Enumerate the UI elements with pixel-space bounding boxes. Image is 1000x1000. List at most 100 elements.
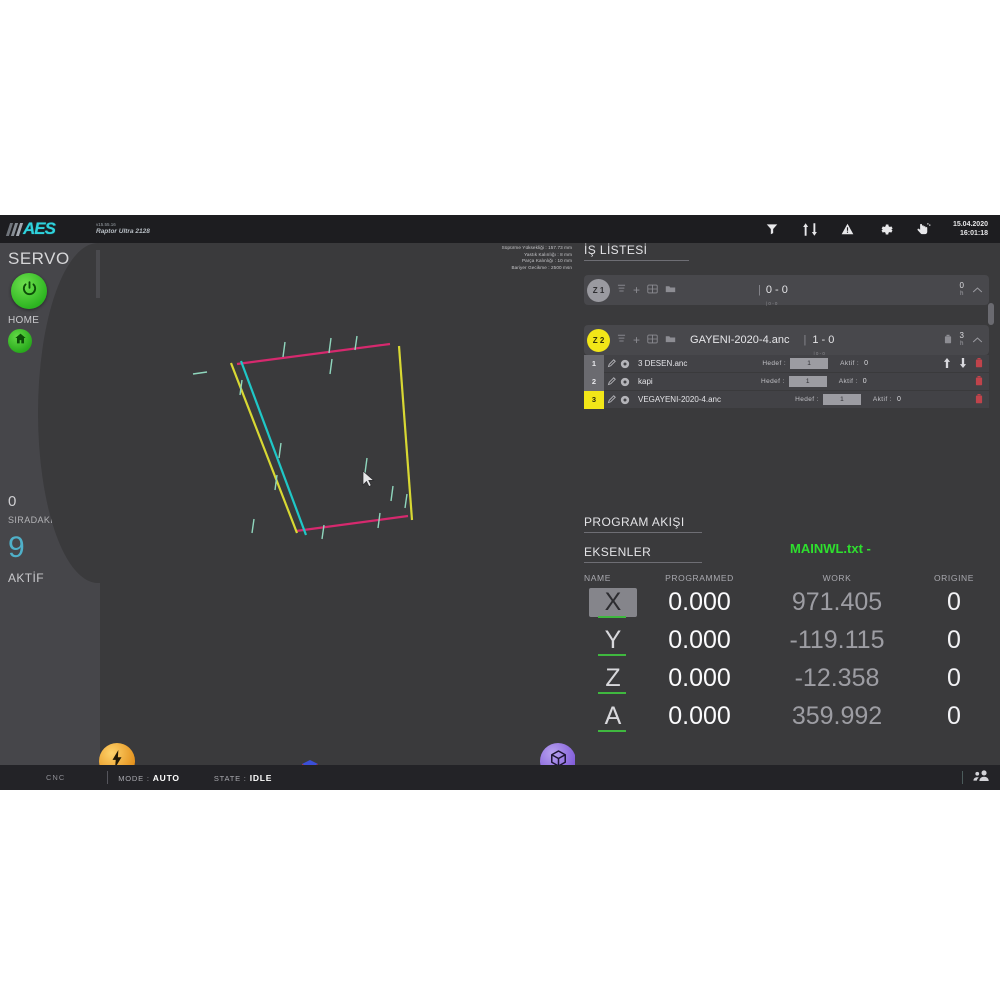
delete-icon[interactable]: [975, 355, 983, 373]
chevron-up-icon[interactable]: [972, 331, 983, 349]
zone-row-z1[interactable]: Z 1 + | 0 - 0 | 0 - 0: [584, 275, 989, 306]
delete-icon[interactable]: [975, 373, 983, 391]
target-icon[interactable]: [618, 395, 632, 405]
axis-z-origine: 0: [947, 663, 961, 692]
sort-icon[interactable]: [617, 281, 626, 299]
axis-z-programmed: 0.000: [668, 663, 731, 692]
info-line-barrier-delay: Bariyer Gecikme : 2500 msn: [511, 264, 572, 270]
axis-row-y[interactable]: Y 0.000 -119.115 0: [575, 621, 1000, 659]
status-mode-label: MODE :: [118, 773, 150, 783]
gear-icon[interactable]: [877, 220, 895, 238]
axis-z-letter: Z: [605, 663, 621, 692]
job-row-hedef-value[interactable]: 1: [790, 358, 829, 369]
zone-z1-count: 0 - 0: [765, 284, 788, 296]
version-info: v15.55.16 Raptor Ultra 2128: [96, 222, 150, 236]
grid-icon[interactable]: [647, 281, 658, 299]
home-label: HOME: [8, 315, 40, 326]
add-icon[interactable]: +: [633, 333, 641, 347]
zone-z2-number: 3: [959, 331, 964, 341]
chevron-up-icon[interactable]: [972, 281, 983, 299]
job-list-scrollbar-thumb[interactable]: [988, 303, 994, 325]
status-mode: MODE : AUTO: [118, 773, 180, 783]
table-row[interactable]: 1 3 DESEN.anc Hedef : 1 Aktif : 0: [584, 354, 989, 373]
add-icon[interactable]: +: [633, 283, 641, 297]
axis-a-status-underline: [598, 729, 626, 732]
user-switch-icon[interactable]: [973, 769, 990, 787]
zone-z1-right: 0 h: [960, 281, 989, 299]
job-row-hedef-value[interactable]: 1: [822, 394, 861, 405]
axes-title-underline: [584, 562, 702, 563]
table-row[interactable]: 3 VEGAYENI-2020-4.anc Hedef : 1 Aktif : …: [584, 390, 989, 409]
status-state: STATE : IDLE: [214, 773, 272, 783]
status-right-divider: [962, 771, 963, 784]
status-bar: CNC MODE : AUTO STATE : IDLE: [0, 765, 1000, 790]
header-date: 15.04.2020: [952, 220, 988, 228]
zone-z1-number-group: 0 h: [960, 281, 964, 297]
axis-row-a[interactable]: A 0.000 359.992 0: [575, 697, 1000, 735]
job-item-rows: 1 3 DESEN.anc Hedef : 1 Aktif : 0: [584, 354, 989, 409]
trash-icon[interactable]: [944, 331, 952, 349]
axis-x-status-underline: [598, 615, 626, 618]
axis-z-name-cell[interactable]: Z: [584, 663, 642, 694]
axis-a-name-cell[interactable]: A: [584, 702, 642, 732]
hand-pointer-icon[interactable]: [915, 220, 933, 238]
edit-pencil-icon[interactable]: [604, 395, 618, 404]
col-origine: ORIGINE: [933, 573, 975, 583]
home-button[interactable]: [8, 329, 32, 353]
grid-icon[interactable]: [647, 331, 658, 349]
job-row-filename: VEGAYENI-2020-4.anc: [638, 395, 722, 404]
job-list-header: İŞ LİSTESİ: [575, 243, 1000, 261]
sort-icon[interactable]: [617, 331, 626, 349]
axes-title[interactable]: EKSENLER: [584, 545, 652, 559]
zone-badge-z1[interactable]: Z 1: [587, 278, 610, 302]
aes-logo: AES: [5, 219, 86, 238]
job-row-aktif-label: Aktif :: [872, 396, 892, 403]
folder-icon[interactable]: [665, 281, 676, 299]
version-number: v15.55.16: [96, 222, 116, 228]
job-row-hedef-value[interactable]: 1: [788, 376, 827, 387]
datetime-display: 15.04.2020 16:01:18: [953, 220, 988, 239]
cad-preview-canvas[interactable]: [100, 243, 575, 735]
zone-z1-icons: +: [617, 281, 676, 299]
job-row-aktif-label: Aktif :: [838, 378, 858, 385]
target-icon[interactable]: [618, 377, 632, 387]
warning-triangle-icon[interactable]: [839, 220, 857, 238]
filter-icon[interactable]: [763, 220, 781, 238]
zone-z2-filename: GAYENI-2020-4.anc: [690, 334, 790, 346]
move-up-icon[interactable]: [943, 355, 951, 373]
job-row-actions: [975, 391, 989, 409]
axis-x-name-cell[interactable]: X: [584, 587, 642, 618]
job-row-hedef-label: Hedef :: [762, 360, 787, 367]
zone-z2-subcount: | 0 - 0: [813, 351, 825, 356]
zone-row-z2[interactable]: Z 2 + GAYENI-2020-4.anc | 1 -: [584, 325, 989, 356]
target-icon[interactable]: [618, 359, 632, 369]
job-list-title-underline: [584, 260, 689, 261]
up-down-arrows-icon[interactable]: [801, 220, 819, 238]
home-icon: [14, 332, 27, 350]
axis-row-x[interactable]: X 0.000 971.405 0: [575, 583, 1000, 621]
servo-power-button[interactable]: [11, 273, 47, 309]
move-down-icon[interactable]: [959, 355, 967, 373]
info-line-cushion-thickness: Yastık Kalınlığı : 8 mm: [524, 251, 572, 257]
queue-count: 0: [8, 493, 17, 510]
status-state-label: STATE :: [213, 773, 247, 783]
edit-pencil-icon[interactable]: [604, 377, 618, 386]
app-header: AES v15.55.16 Raptor Ultra 2128: [0, 215, 1000, 243]
zone-badge-z2[interactable]: Z 2: [587, 328, 610, 352]
job-and-axes-panel: İŞ LİSTESİ Z 1 +: [575, 243, 1000, 790]
col-work: WORK: [822, 573, 852, 583]
header-icon-group: 15.04.2020 16:01:18: [763, 220, 1000, 239]
program-flow-title[interactable]: PROGRAM AKIŞI: [584, 515, 685, 529]
delete-icon[interactable]: [975, 391, 983, 409]
axis-y-origine: 0: [947, 625, 961, 654]
axis-row-z[interactable]: Z 0.000 -12.358 0: [575, 659, 1000, 697]
job-row-aktif-label: Aktif :: [840, 360, 860, 367]
header-time: 16:01:18: [959, 230, 988, 237]
info-line-sweep-height: Süpürme Yüksekliği : 157.73 mm: [501, 245, 572, 250]
table-row[interactable]: 2 kapi Hedef : 1 Aktif : 0: [584, 372, 989, 391]
edit-pencil-icon[interactable]: [604, 359, 618, 368]
folder-icon[interactable]: [665, 331, 676, 349]
axis-y-name-cell[interactable]: Y: [584, 626, 642, 656]
status-bar-right: [962, 769, 1000, 787]
axes-table: NAME PROGRAMMED WORK ORIGINE X 0.000 971…: [575, 565, 1000, 735]
